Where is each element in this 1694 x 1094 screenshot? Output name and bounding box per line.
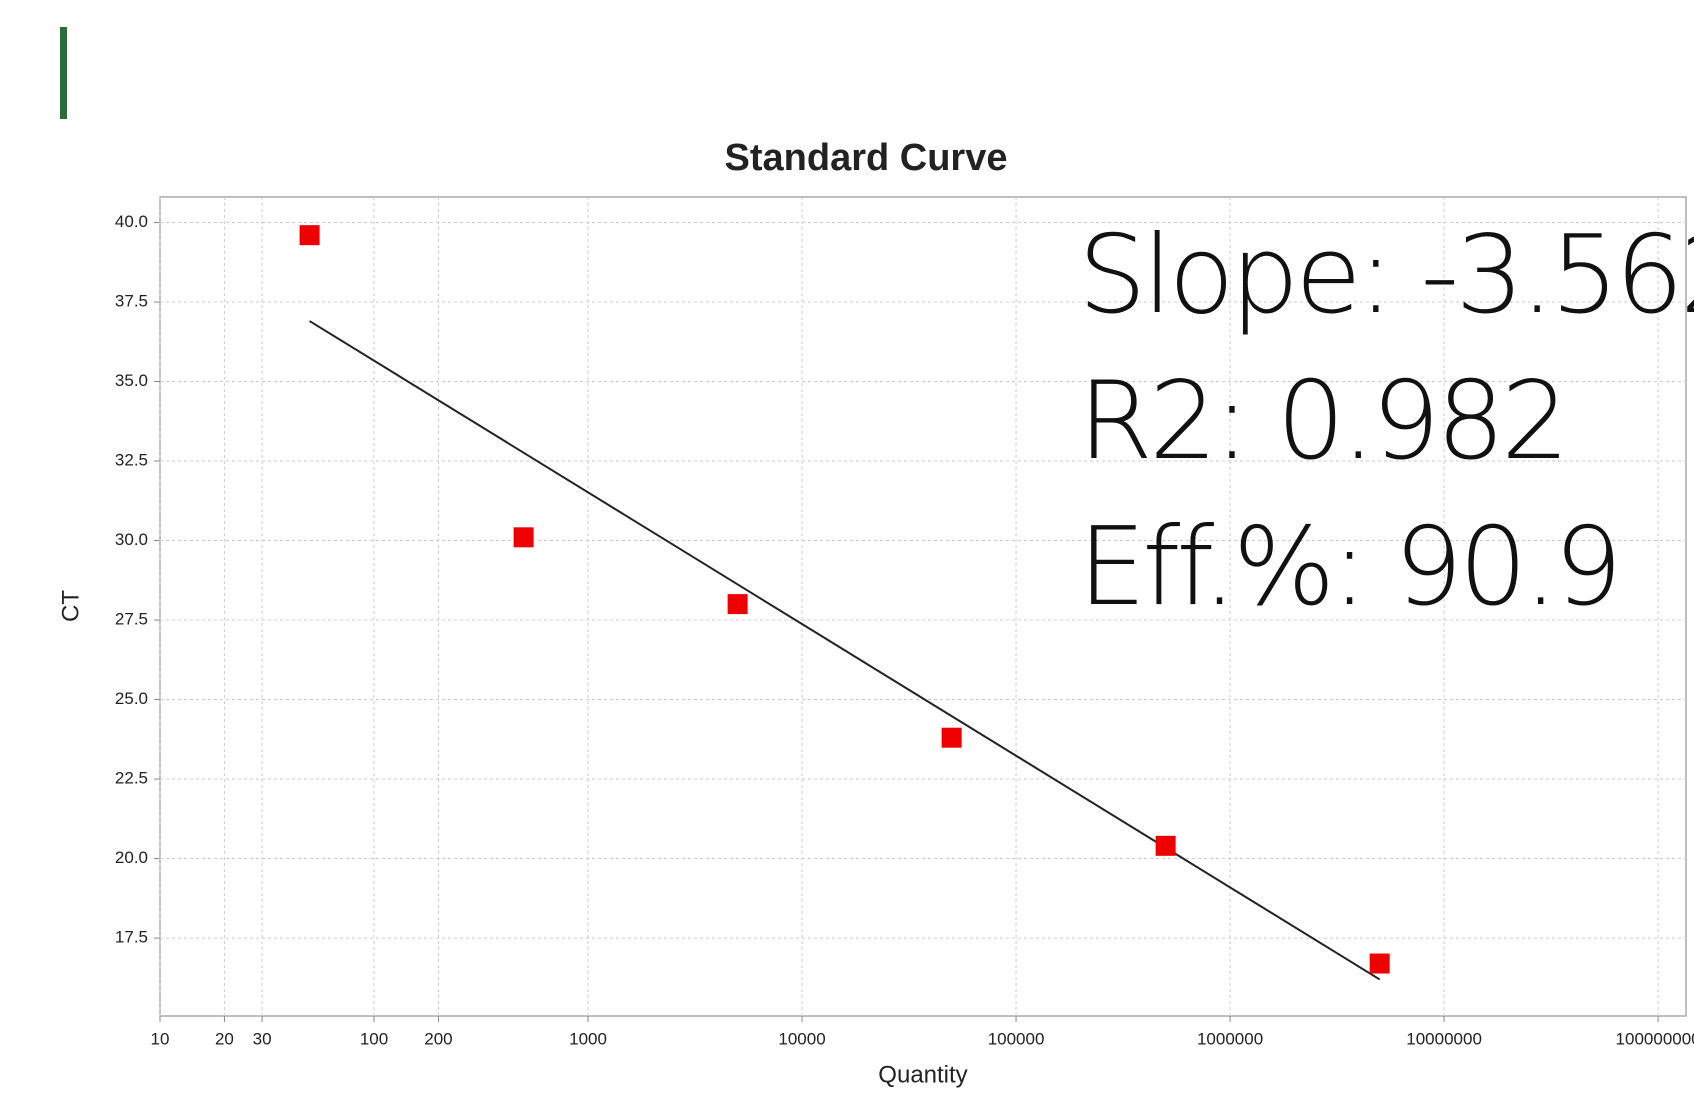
plot-area	[159, 196, 1687, 1017]
y-tick-label: 30.0	[115, 530, 148, 549]
x-tick-label: 1000000	[1197, 1029, 1263, 1048]
y-tick-label: 27.5	[115, 610, 148, 629]
data-point	[727, 594, 748, 615]
data-point	[1369, 953, 1390, 974]
annotation: Slope: -3.562	[1078, 213, 1694, 338]
x-axis-label: Quantity	[878, 1061, 967, 1088]
y-tick-label: 25.0	[115, 689, 148, 708]
annotation: R2: 0.982	[1078, 359, 1566, 484]
fit-line	[309, 320, 1381, 981]
data-point	[299, 225, 320, 246]
y-tick-label: 32.5	[115, 450, 148, 469]
accent-bar	[60, 27, 67, 119]
data-point	[941, 727, 962, 748]
x-tick-label: 100000000	[1616, 1029, 1694, 1048]
data-point	[1155, 835, 1176, 856]
y-tick-label: 37.5	[115, 291, 148, 310]
annotation: Eff.%: 90.9	[1078, 505, 1619, 630]
y-tick-label: 17.5	[115, 928, 148, 947]
x-tick-label: 100	[360, 1029, 388, 1048]
x-tick-label: 10	[151, 1029, 170, 1048]
chart-title: Standard Curve	[725, 137, 1008, 179]
x-tick-label: 100000	[988, 1029, 1045, 1048]
y-axis-label: CT	[57, 590, 84, 622]
y-tick-label: 22.5	[115, 769, 148, 788]
x-tick-label: 200	[424, 1029, 452, 1048]
data-point	[513, 527, 534, 548]
x-tick-label: 20	[215, 1029, 234, 1048]
x-tick-label: 10000000	[1406, 1029, 1482, 1048]
x-tick-label: 1000	[569, 1029, 607, 1048]
y-tick-label: 35.0	[115, 371, 148, 390]
y-tick-label: 40.0	[115, 212, 148, 231]
y-tick-label: 20.0	[115, 848, 148, 867]
x-tick-label: 10000	[778, 1029, 825, 1048]
x-tick-label: 30	[253, 1029, 272, 1048]
